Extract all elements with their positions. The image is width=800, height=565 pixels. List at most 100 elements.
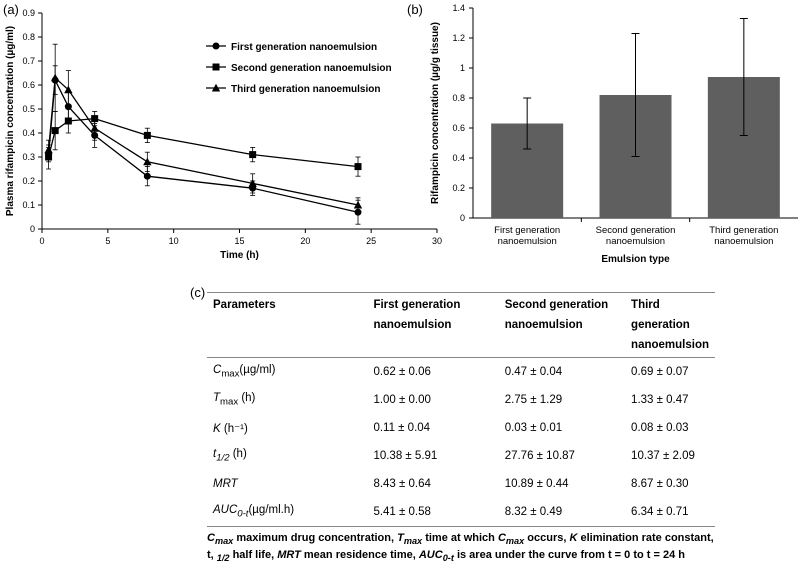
header-second-line1: Second generation [504,299,609,311]
x-tick-label: 20 [300,236,310,246]
y-tick-label: 1.2 [452,33,465,43]
panel-label-a: (a) [3,2,19,17]
header-first-line2: nanoemulsion [373,319,452,331]
table-cell: 10.38 ± 5.91 [373,450,438,462]
footnote-text: C [497,532,506,544]
data-point [51,127,59,135]
parameter-unit: (µg/ml) [239,364,276,377]
footnote-text: T [397,532,404,544]
data-point [64,117,72,125]
parameters-table-panel: Parameters First generation nanoemulsion… [207,292,715,565]
parameter-symbol: AUC [213,504,238,517]
table-cell: 2.75 ± 1.29 [504,394,563,406]
y-tick-label: 0.8 [452,93,465,103]
legend-marker [211,83,221,92]
category-label: nanoemulsion [714,236,773,247]
table-cell: 1.33 ± 0.47 [631,394,689,406]
parameter-name-cell: t1/2 (h) [207,442,367,470]
parameter-name-cell: Tmax (h) [207,386,367,414]
table-body: Cmax(µg/ml) 0.62 ± 0.06 0.47 ± 0.04 0.69 ± … [207,358,715,527]
footnote-line-2: t, 1/2 half life, MRT mean residence tim… [207,548,715,565]
table-row: AUC0-t(µg/ml.h) 5.41 ± 0.58 8.32 ± 0.49 6.3… [207,498,715,527]
parameter-symbol: t [213,448,217,461]
footnote-text: mean residence time, [300,549,419,562]
header-third-line2: nanoemulsion [631,339,709,351]
parameter-name-cell: MRT [207,470,367,498]
data-point [64,85,73,94]
chart-a: (a) 0 0.1 0.2 0.3 0.4 0.5 0.6 0.7 0.8 0.9 0 5 10 15 20 2… [3,2,442,261]
table-header: Parameters First generation nanoemulsion… [207,292,715,358]
y-tick-label: 0.6 [22,80,35,90]
x-tick-label: 15 [234,236,244,246]
table-header-row: Parameters First generation nanoemulsion… [207,292,715,358]
table-cell: 27.76 ± 10.87 [504,450,575,462]
legend-label: First generation nanoemulsion [231,42,377,53]
y-tick-label: 0.2 [22,176,35,186]
table-cell: 0.47 ± 0.04 [504,366,563,378]
panel-label-b: (b) [407,2,423,17]
footnote-text: elimination rate constant, [577,532,714,544]
table-cell: 5.41 ± 0.58 [373,506,431,518]
table-row: t1/2 (h) 10.38 ± 5.91 27.76 ± 10.87 10.37 ±… [207,442,715,470]
data-point [44,145,53,154]
table-cell: 0.11 ± 0.04 [373,422,431,434]
data-point [50,73,60,82]
parameter-name-cell: AUC0-t(µg/ml.h) [207,498,367,527]
category-label: First generation [494,225,560,236]
parameter-unit: (h) [229,448,247,461]
data-point [354,163,362,171]
x-tick-label: 5 [105,236,110,246]
parameter-symbol: C [213,364,222,377]
footnote-text: half life, [229,549,278,562]
parameter-unit: (h⁻¹) [220,423,248,435]
x-axis-label: Emulsion type [601,254,670,265]
y-tick-label: 0.5 [22,104,35,114]
data-point [143,131,151,139]
header-second-generation: Second generation nanoemulsion [499,293,625,358]
y-tick-label: 0.4 [452,153,465,163]
parameter-unit: (µg/ml.h) [248,504,295,517]
series-square [45,108,362,177]
header-parameters: Parameters [207,293,367,358]
parameter-subscript: max [220,396,239,408]
y-tick-label: 0.4 [22,128,35,138]
y-tick-label: 0.9 [22,8,35,18]
table-cell: 8.67 ± 0.30 [631,478,689,490]
y-axis-label: Rifampicin concentration (µg/g tissue) [430,22,441,204]
table-cell: 0.69 ± 0.07 [631,366,689,378]
parameter-name-cell: K (h⁻¹) [207,414,367,442]
chart-b: (b) 0 0.2 0.4 0.6 0.8 1 1.2 1.4 Rifampicin concen… [407,2,798,265]
footnote-subscript: 1/2 [216,553,230,564]
y-tick-label: 0.2 [452,183,465,193]
header-first-generation: First generation nanoemulsion [367,293,498,358]
footnote-text: MRT [277,549,301,562]
y-tick-label: 0 [30,224,35,234]
parameter-subscript: 1/2 [216,452,230,464]
footnote-text: time at which [422,532,498,544]
legend-marker [212,42,220,50]
category-label: nanoemulsion [498,236,557,247]
y-tick-label: 0.3 [22,152,35,162]
parameters-table: Parameters First generation nanoemulsion… [207,292,715,527]
table-row: Cmax(µg/ml) 0.62 ± 0.06 0.47 ± 0.04 0.69 ± … [207,358,715,387]
series-triangle [44,43,363,213]
y-tick-label: 0 [460,213,465,223]
header-third-generation: Third generation nanoemulsion [625,293,715,358]
panel-label-c: (c) [190,285,206,300]
data-point [249,151,257,159]
parameter-subscript: max [221,368,240,380]
footnote-text: occurs, [524,532,570,544]
parameter-unit: (h) [238,392,256,405]
table-cell: 8.43 ± 0.64 [373,478,431,490]
footnote-text: K [569,532,578,544]
x-tick-label: 10 [169,236,179,246]
y-tick-label: 0.6 [452,123,465,133]
parameter-symbol: T [213,392,221,405]
table-cell: 0.03 ± 0.01 [504,422,563,434]
table-row: MRT 8.43 ± 0.64 10.89 ± 0.44 8.67 ± 0.30 [207,470,715,498]
parameter-symbol: MRT [213,478,238,490]
header-third-line1: Third generation [631,299,690,331]
header-first-line1: First generation [373,299,461,311]
footnote-text: C [207,532,215,544]
category-label: nanoemulsion [606,236,665,247]
